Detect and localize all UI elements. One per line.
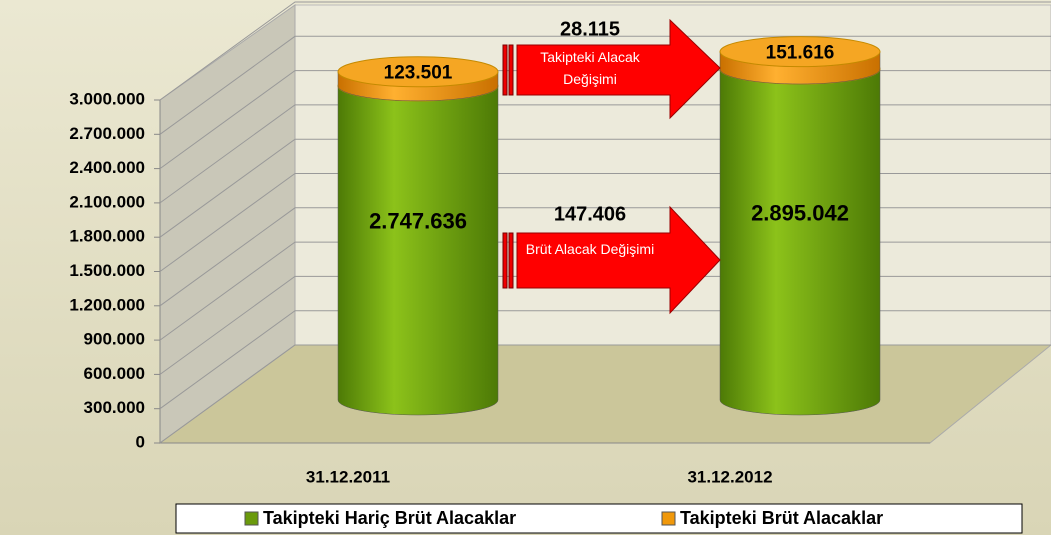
y-tick-label: 1.500.000	[69, 261, 145, 280]
annotation-value: 147.406	[554, 203, 626, 225]
annotation-text: Takipteki Alacak Değişimi	[540, 49, 640, 87]
arrow-bar	[508, 44, 514, 96]
value-label: 123.501	[384, 63, 453, 84]
annotation-value: 28.115	[560, 18, 620, 40]
annotation-text: Brüt Alacak Değişimi	[525, 241, 655, 257]
y-tick-label: 0	[136, 432, 145, 451]
legend-swatch	[244, 511, 259, 526]
y-tick-label: 2.400.000	[69, 158, 145, 177]
x-tick-label: 31.12.2011	[306, 467, 390, 486]
arrow-bar	[502, 44, 508, 96]
cylinder-top	[719, 36, 881, 68]
cylinder-top	[337, 56, 499, 88]
y-tick-label: 2.700.000	[69, 124, 145, 143]
legend-swatch	[661, 511, 676, 526]
y-tick-label: 900.000	[84, 330, 145, 349]
legend-box	[175, 503, 1023, 534]
cylinder-segment	[337, 85, 499, 416]
arrow-bar	[508, 232, 514, 289]
y-tick-label: 2.100.000	[69, 192, 145, 211]
legend-label: Takipteki Brüt Alacaklar	[680, 508, 883, 528]
arrow-bar	[502, 232, 508, 289]
legend-label: Takipteki Hariç Brüt Alacaklar	[263, 508, 516, 528]
cylinder-segment	[719, 68, 881, 416]
floor	[158, 344, 1051, 444]
grid-line	[159, 1, 1051, 101]
y-tick-label: 1.800.000	[69, 227, 145, 246]
y-tick-label: 1.200.000	[69, 295, 145, 314]
arrow	[516, 18, 721, 120]
x-tick-label: 31.12.2012	[687, 467, 772, 486]
y-tick-label: 300.000	[84, 398, 145, 417]
value-label: 151.616	[766, 43, 835, 64]
value-label: 2.895.042	[751, 200, 849, 225]
y-tick-label: 3.000.000	[69, 89, 145, 108]
arrows	[502, 18, 721, 315]
y-tick-label: 600.000	[84, 364, 145, 383]
arrow	[516, 205, 721, 315]
value-label: 2.747.636	[369, 209, 467, 234]
